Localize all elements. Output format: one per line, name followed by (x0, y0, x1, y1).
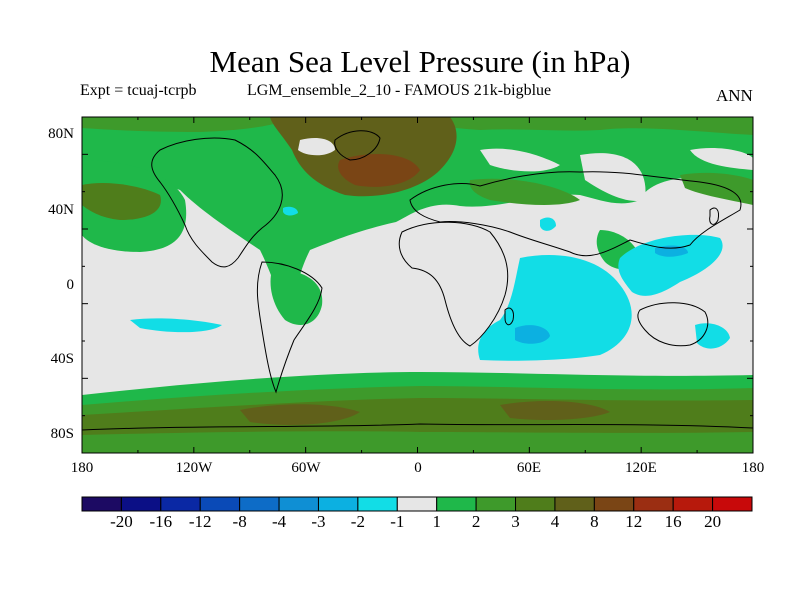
asia-dark-green (469, 178, 580, 205)
south-pacific-high (240, 404, 360, 425)
antarctic-band (82, 431, 753, 453)
colorbar-label: 16 (664, 512, 682, 531)
colorbar-swatch (120, 496, 162, 512)
tasman-low (695, 323, 730, 349)
colorbar-label: -12 (188, 512, 212, 531)
north-america-coast (151, 137, 283, 268)
season-label: ANN (716, 86, 753, 105)
greenland-coast (334, 130, 381, 161)
japan-coast (709, 207, 719, 225)
coastlines (82, 130, 753, 431)
arctic-dark-green-west (82, 117, 290, 132)
east-siberia-gap (690, 147, 753, 170)
x-tick-label: 120W (175, 460, 213, 476)
atlantic-white-patch (298, 138, 335, 156)
colorbar-swatch (554, 496, 595, 512)
colorbar-swatch (712, 496, 753, 512)
colorbar-swatch (515, 496, 556, 512)
colorbar-label: 12 (625, 512, 643, 531)
colorbar-label: -20 (110, 512, 133, 531)
siberia-gap (580, 153, 646, 201)
y-tick-label: 80S (50, 426, 74, 442)
eurasia-coast (409, 171, 742, 257)
colorbar-label: -4 (271, 512, 287, 531)
x-tick-label: 120E (625, 460, 657, 476)
colorbar-swatch (239, 496, 280, 512)
x-tick-label: 0 (414, 460, 422, 476)
colorbar-label: -3 (311, 512, 326, 531)
colorbar-swatch (160, 496, 201, 512)
indian-ocean-core (515, 325, 550, 344)
y-tick-label: 40S (50, 351, 74, 367)
colorbar-swatch (357, 496, 398, 512)
africa-coast (398, 221, 509, 347)
ensemble-label: LGM_ensemble_2_10 - FAMOUS 21k-bigblue (247, 82, 552, 99)
colorbar-label: -1 (390, 512, 405, 531)
y-tick-label: 80N (48, 126, 74, 142)
europe-gap (480, 148, 560, 172)
colorbar-label: 3 (511, 512, 520, 531)
south-america-coast (256, 261, 323, 394)
west-pacific-low (618, 234, 723, 296)
colorbar-label: 4 (550, 512, 560, 531)
x-tick-label: 60W (291, 460, 321, 476)
colorbar-label: 8 (590, 512, 599, 531)
colorbar-swatch (278, 496, 319, 512)
y-tick-label: 40N (48, 202, 74, 218)
colorbar-swatch (475, 496, 517, 512)
pressure-field (82, 117, 753, 453)
y-tick-label: 0 (66, 277, 75, 293)
madagascar-coast (504, 307, 514, 326)
x-tick-label: 180 (70, 460, 94, 476)
colorbar-label: -2 (350, 512, 365, 531)
colorbar (81, 496, 753, 512)
colorbar-label: 1 (432, 512, 441, 531)
experiment-label: Expt = tcuaj-tcrpb (80, 82, 197, 99)
colorbar-swatch (317, 496, 359, 512)
south-pacific-low (130, 318, 222, 333)
colorbar-swatch (593, 496, 635, 512)
colorbar-swatch (396, 496, 438, 512)
south-america-lobe (270, 269, 323, 325)
pacific-dark-green (82, 183, 161, 220)
north-atlantic-core (338, 154, 420, 187)
x-tick-label: 60E (516, 460, 542, 476)
antarctica-coast (82, 423, 753, 431)
atlantic-low (283, 206, 298, 216)
colorbar-label: -8 (232, 512, 247, 531)
australia-coast (637, 302, 709, 347)
colorbar-label: 20 (704, 512, 722, 531)
colorbar-swatch (436, 496, 477, 512)
colorbar-label: 2 (471, 512, 481, 531)
colorbar-swatch (672, 496, 714, 512)
south-indian-high (500, 400, 610, 420)
map-title: Mean Sea Level Pressure (in hPa) (209, 44, 631, 79)
npacific-east-dark-green (680, 172, 753, 205)
axis-ticks (81, 116, 754, 454)
colorbar-swatch (81, 496, 122, 512)
arabia-low (540, 217, 556, 231)
colorbar-label: -16 (149, 512, 173, 531)
x-tick-label: 180 (741, 460, 765, 476)
colorbar-swatch (199, 496, 241, 512)
arctic-dark-green-east (410, 117, 753, 135)
colorbar-swatch (633, 496, 674, 512)
west-pacific-core (655, 245, 688, 257)
